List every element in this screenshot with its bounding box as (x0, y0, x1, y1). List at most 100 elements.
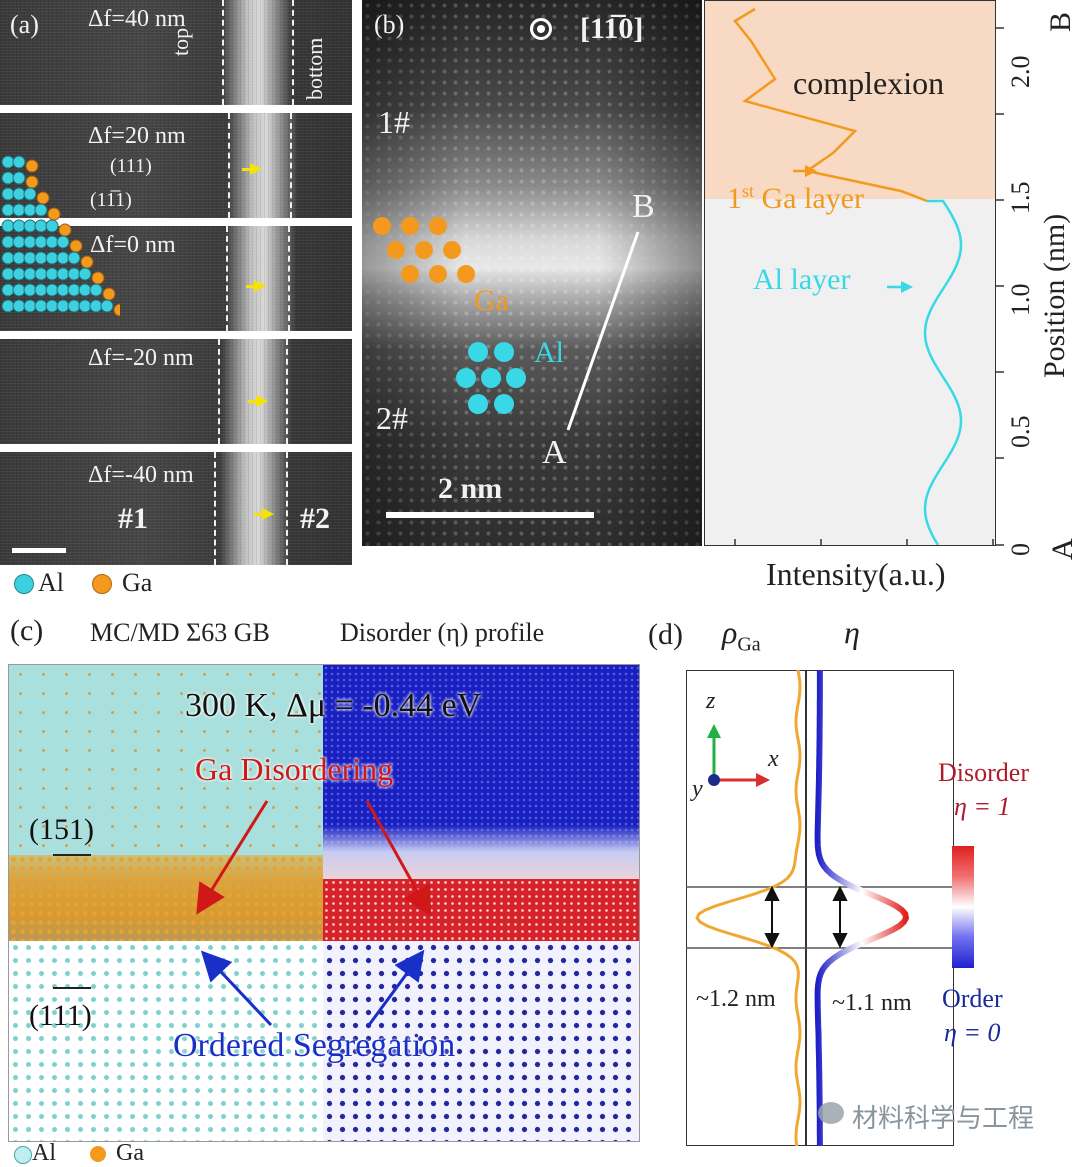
panel-b-label: (b) (374, 10, 405, 39)
defocus-label: Δf=-40 nm (88, 462, 194, 488)
ga-legend-label: Ga (116, 1140, 144, 1166)
al-atom (12, 203, 26, 217)
order-eta-label: η = 0 (944, 1018, 1001, 1047)
al-label: Al (534, 336, 564, 369)
al-atom (23, 219, 37, 233)
al-atom (23, 283, 37, 297)
al-legend-dot (14, 1146, 32, 1164)
al-atom (45, 251, 59, 265)
al-atom (78, 267, 92, 281)
al-atom (12, 299, 26, 313)
al-atom (12, 187, 26, 201)
al-atom (56, 235, 70, 249)
panel-c-title-left: MC/MD Σ63 GB (90, 618, 270, 647)
first-ga-layer-label: 1st Ga layer (727, 181, 864, 215)
ga-atom (25, 175, 39, 189)
al-atom (23, 267, 37, 281)
al-atom (12, 171, 26, 185)
simulation-condition: 300 K, Δμ = -0.44 eV (185, 687, 482, 724)
ytick-1.5: 1.5 (1006, 181, 1035, 215)
legend-a: Al Ga (14, 568, 314, 598)
defocus-label: Δf=40 nm (88, 6, 186, 32)
rho-ga-title: ρGa (722, 614, 761, 656)
grain-1-label: 1# (378, 104, 410, 140)
zone-axis-label: [11̅0] (580, 12, 644, 45)
scale-bar (386, 512, 594, 518)
al-atom (100, 299, 114, 313)
interface-arrow (242, 163, 262, 175)
atom-model-overlay (1, 155, 120, 317)
line-profile-path (566, 231, 640, 431)
plane-label-11-1: (11̅1) (90, 189, 132, 211)
intensity-profile-plot: complexion 1st Ga layer Al layer (704, 0, 996, 546)
al-atom (45, 299, 59, 313)
defocus-label: Δf=-20 nm (88, 345, 194, 371)
al-atom (1, 187, 15, 201)
al-atom (23, 251, 37, 265)
ga-atom (91, 271, 105, 285)
al-atom (12, 251, 26, 265)
al-atom (1, 251, 15, 265)
composition-map (9, 665, 323, 1141)
legend-c: Al Ga (14, 1140, 214, 1166)
x-axis-title: Intensity(a.u.) (766, 556, 946, 592)
al-legend-label: Al (38, 568, 64, 597)
eta-title: η (844, 614, 860, 650)
zone-axis-icon (530, 18, 552, 40)
stem-frame-2: Δf=20 nm (111) (11̅1) (0, 113, 352, 221)
scale-bar-label: 2 nm (438, 472, 503, 505)
interface-arrow (254, 508, 274, 520)
xyz-axes-icon (707, 724, 770, 787)
ga-atom (373, 217, 391, 235)
rho-ga-curve (695, 670, 802, 1146)
al-atom (12, 235, 26, 249)
al-atom (45, 219, 59, 233)
stem-frame-5: Δf=-40 nm #1 #2 (0, 452, 352, 565)
al-legend-label: Al (32, 1140, 56, 1166)
order-label: Order (942, 984, 1003, 1013)
wechat-icon (818, 1102, 844, 1124)
al-atom (78, 299, 92, 313)
defocus-label: Δf=20 nm (88, 123, 186, 149)
al-atom (1, 283, 15, 297)
ga-legend-dot (92, 574, 112, 594)
ga-atom (102, 287, 116, 301)
al-atom (506, 368, 526, 388)
eta-curve (814, 670, 910, 1146)
ga-atom (58, 223, 72, 237)
ga-atom (113, 303, 120, 317)
al-atom (34, 251, 48, 265)
ytick-1.0: 1.0 (1006, 283, 1035, 317)
disorder-label: Disorder (938, 758, 1029, 787)
panel-d-curves (686, 670, 954, 1146)
scale-bar (12, 548, 66, 553)
md-simulation-snapshot: 300 K, Δμ = -0.44 eV Ga Disordering Orde… (8, 664, 640, 1142)
plane-label-151: (151) (29, 813, 94, 846)
disorder-map (323, 665, 639, 1141)
point-b-label: B (632, 188, 655, 225)
interface-arrow (246, 280, 266, 292)
al-atom (1, 235, 15, 249)
al-atom (1, 155, 15, 169)
al-atom (1, 219, 15, 233)
ytick-0: 0 (1006, 543, 1035, 556)
ga-legend-dot (90, 1146, 106, 1162)
al-atom (56, 251, 70, 265)
al-atom (34, 235, 48, 249)
al-legend-dot (14, 574, 34, 594)
grain-1-label: #1 (118, 502, 148, 535)
width-right-label: ~1.1 nm (832, 990, 912, 1016)
axis-x-label: x (768, 746, 779, 772)
panel-a-stem-stack: (a) Δf=40 nm top bottom Δf=20 nm (111) (… (0, 0, 352, 565)
al-atom (1, 203, 15, 217)
ordered-segregation-label: Ordered Segregation (173, 1027, 456, 1064)
al-atom (67, 251, 81, 265)
ga-atom (25, 159, 39, 173)
plane-label-111: (111) (110, 155, 152, 177)
al-atom-cluster (456, 342, 526, 414)
grain-2-label: 2# (376, 400, 408, 436)
grain-2-label: #2 (300, 502, 330, 535)
al-atom (456, 368, 476, 388)
ga-legend-label: Ga (122, 568, 153, 597)
al-atom (1, 267, 15, 281)
